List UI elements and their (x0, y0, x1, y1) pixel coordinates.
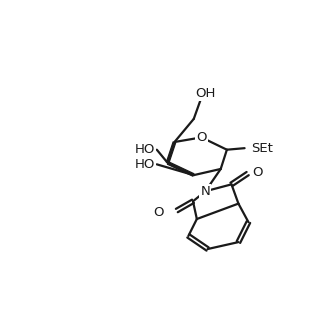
Text: OH: OH (195, 87, 215, 100)
Text: O: O (196, 131, 207, 144)
Text: HO: HO (135, 158, 155, 171)
Text: O: O (153, 206, 164, 218)
Text: N: N (200, 185, 210, 198)
Text: O: O (252, 166, 263, 179)
Text: SEt: SEt (251, 142, 273, 155)
Text: HO: HO (135, 143, 155, 156)
